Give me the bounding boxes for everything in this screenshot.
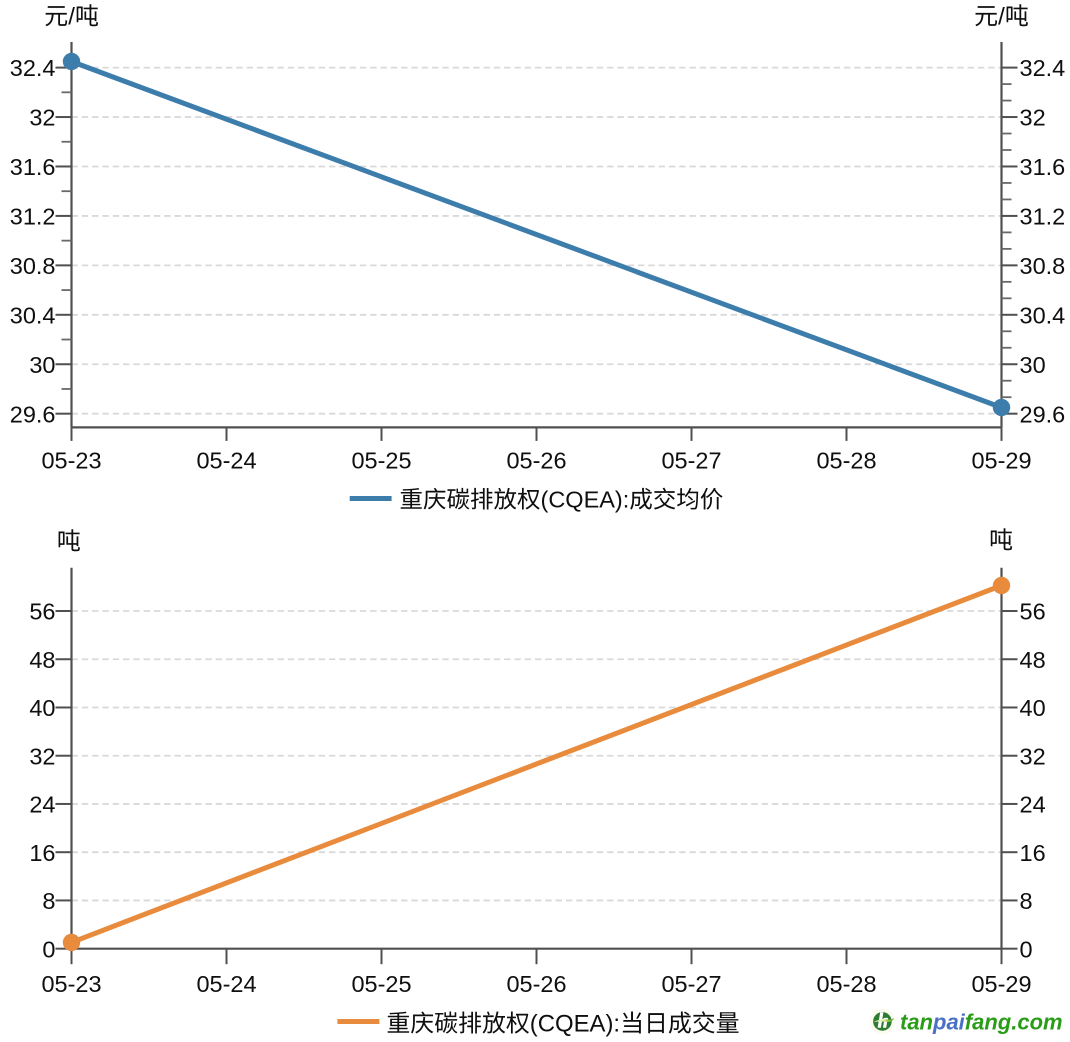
- svg-text:31.2: 31.2: [10, 204, 56, 230]
- svg-text:24: 24: [1020, 792, 1046, 818]
- svg-text:05-24: 05-24: [196, 447, 256, 473]
- svg-text:32: 32: [29, 105, 55, 131]
- svg-text:16: 16: [29, 840, 55, 866]
- svg-text:31.6: 31.6: [10, 154, 56, 180]
- svg-text:30.4: 30.4: [10, 302, 56, 328]
- svg-text:05-29: 05-29: [971, 971, 1031, 997]
- svg-text:05-23: 05-23: [41, 447, 101, 473]
- svg-text:32: 32: [1020, 743, 1046, 769]
- svg-text:40: 40: [1020, 695, 1046, 721]
- svg-text:05-26: 05-26: [506, 971, 566, 997]
- svg-text:8: 8: [1020, 888, 1033, 914]
- svg-text:30: 30: [29, 352, 55, 378]
- svg-text:8: 8: [42, 888, 55, 914]
- svg-text:05-26: 05-26: [506, 447, 566, 473]
- svg-text:48: 48: [1020, 647, 1046, 673]
- svg-text:05-23: 05-23: [41, 971, 101, 997]
- svg-text:/: /: [68, 3, 75, 30]
- svg-text:tanpaifang.com: tanpaifang.com: [900, 1010, 1063, 1035]
- svg-text:29.6: 29.6: [10, 401, 56, 427]
- svg-text:05-25: 05-25: [351, 447, 411, 473]
- svg-text:40: 40: [29, 695, 55, 721]
- svg-text:05-27: 05-27: [661, 447, 721, 473]
- svg-text:31.6: 31.6: [1020, 154, 1066, 180]
- svg-text:32.4: 32.4: [1020, 55, 1066, 81]
- svg-text:32: 32: [1020, 105, 1046, 131]
- svg-text:31.2: 31.2: [1020, 204, 1066, 230]
- svg-text:(CQEA):: (CQEA):: [530, 1011, 620, 1038]
- svg-text:05-25: 05-25: [351, 971, 411, 997]
- svg-text:29.6: 29.6: [1020, 401, 1066, 427]
- svg-text:0: 0: [1020, 936, 1033, 962]
- svg-text:56: 56: [1020, 599, 1046, 625]
- svg-text:/: /: [998, 3, 1005, 30]
- svg-text:30: 30: [1020, 352, 1046, 378]
- svg-text:32.4: 32.4: [10, 55, 56, 81]
- svg-text:48: 48: [29, 647, 55, 673]
- svg-text:30.4: 30.4: [1020, 302, 1066, 328]
- svg-text:05-28: 05-28: [816, 447, 876, 473]
- svg-text:24: 24: [29, 792, 55, 818]
- svg-text:16: 16: [1020, 840, 1046, 866]
- svg-text:05-24: 05-24: [196, 971, 256, 997]
- svg-text:30.8: 30.8: [1020, 253, 1066, 279]
- svg-text:32: 32: [29, 743, 55, 769]
- svg-text:56: 56: [29, 599, 55, 625]
- svg-text:30.8: 30.8: [10, 253, 56, 279]
- svg-text:05-29: 05-29: [971, 447, 1031, 473]
- svg-text:0: 0: [42, 936, 55, 962]
- svg-text:05-28: 05-28: [816, 971, 876, 997]
- svg-text:05-27: 05-27: [661, 971, 721, 997]
- svg-text:(CQEA):: (CQEA):: [541, 487, 630, 513]
